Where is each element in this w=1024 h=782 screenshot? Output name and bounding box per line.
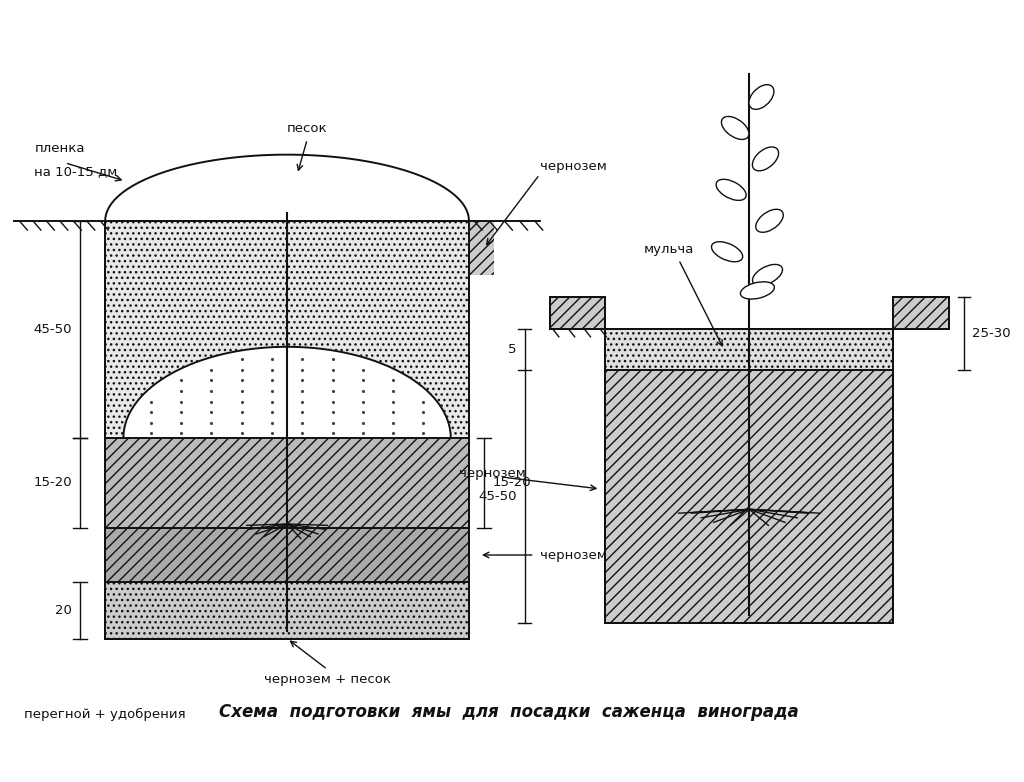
Bar: [605, 370, 893, 623]
Ellipse shape: [753, 147, 778, 170]
Polygon shape: [123, 346, 451, 438]
Ellipse shape: [722, 117, 749, 139]
Text: чернозем + песок: чернозем + песок: [264, 673, 391, 687]
Text: пленка: пленка: [35, 142, 85, 155]
Text: песок: песок: [287, 122, 328, 135]
Text: мульча: мульча: [643, 242, 693, 256]
Bar: [893, 296, 949, 329]
Bar: [105, 438, 469, 528]
Text: 45-50: 45-50: [478, 490, 516, 503]
Ellipse shape: [749, 84, 774, 109]
Bar: [105, 528, 469, 582]
Text: чернозем: чернозем: [540, 160, 606, 173]
Ellipse shape: [753, 264, 782, 285]
Bar: [105, 582, 469, 639]
Text: 45-50: 45-50: [34, 323, 72, 336]
Text: чернозем: чернозем: [540, 548, 606, 561]
Text: 15-20: 15-20: [493, 476, 530, 490]
Text: 25-30: 25-30: [972, 327, 1011, 340]
Text: перегной + удобрения: перегной + удобрения: [25, 708, 186, 721]
Text: 15-20: 15-20: [33, 476, 72, 490]
Text: на 10-15 дм: на 10-15 дм: [35, 165, 118, 178]
Ellipse shape: [740, 282, 774, 299]
Ellipse shape: [716, 179, 746, 200]
Text: 5: 5: [508, 343, 516, 356]
Ellipse shape: [756, 210, 783, 232]
Bar: [550, 296, 605, 329]
Text: чернозем: чернозем: [459, 467, 525, 480]
Ellipse shape: [712, 242, 742, 262]
Bar: [605, 329, 893, 370]
Bar: [105, 221, 469, 438]
Text: Схема  подготовки  ямы  для  посадки  саженца  винограда: Схема подготовки ямы для посадки саженца…: [219, 703, 799, 721]
Text: 20: 20: [55, 604, 72, 617]
Bar: [469, 221, 495, 275]
